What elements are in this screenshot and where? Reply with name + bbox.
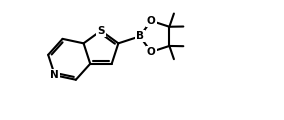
Text: B: B [136,31,144,41]
Text: N: N [51,70,59,80]
Text: S: S [97,26,105,36]
Text: O: O [147,47,155,57]
Text: O: O [147,16,155,26]
